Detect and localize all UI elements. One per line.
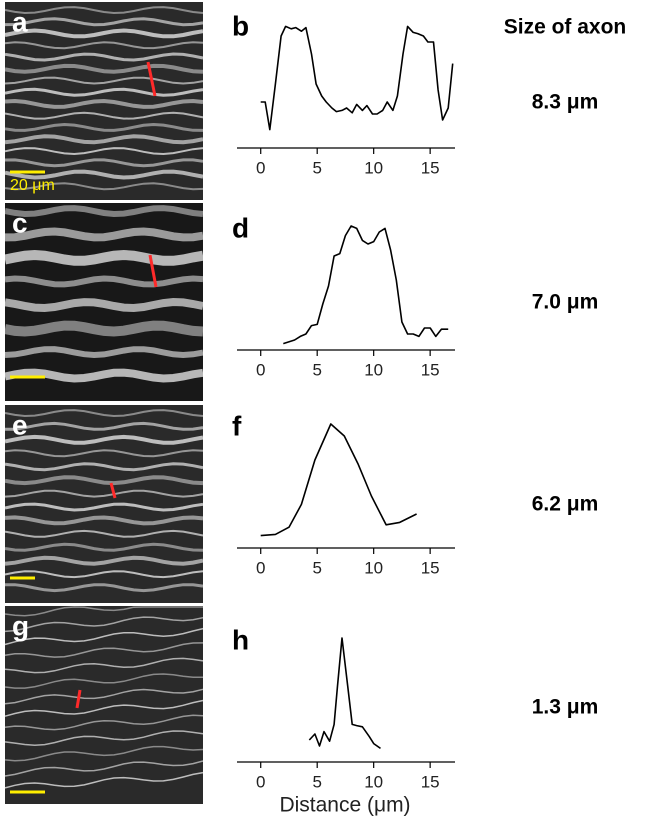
axon-stripe <box>4 111 204 120</box>
x-tick-label: 15 <box>421 772 440 791</box>
axon-size: 8.3 μm <box>532 91 599 114</box>
x-axis-label: Distance (μm) <box>279 794 410 817</box>
axon-size: 6.2 μm <box>532 493 599 516</box>
x-tick-label: 0 <box>256 558 265 577</box>
x-tick-label: 5 <box>312 158 321 177</box>
panel-letter: c <box>12 207 28 238</box>
axon-stripe <box>4 41 204 50</box>
profile-line <box>109 482 117 499</box>
axon-stripe <box>4 760 204 777</box>
profile-curve <box>308 637 381 750</box>
panel-letter: e <box>12 409 28 440</box>
chart-letter: h <box>232 624 249 655</box>
axon-stripe <box>4 583 204 593</box>
axon-stripe <box>4 489 204 498</box>
scale-bar-label: 20 μm <box>10 177 55 194</box>
axon-stripe <box>4 555 204 566</box>
x-tick-label: 10 <box>364 558 383 577</box>
axon-stripe <box>4 17 204 27</box>
x-tick-label: 15 <box>421 158 440 177</box>
axon-stripe <box>4 515 204 526</box>
axon-stripe <box>4 320 204 337</box>
axon-stripe <box>4 158 204 168</box>
panel-letter: g <box>12 610 29 641</box>
axon-stripe <box>4 182 204 191</box>
chart-letter: f <box>232 410 242 441</box>
x-tick-label: 5 <box>312 772 321 791</box>
x-tick-label: 15 <box>421 558 440 577</box>
x-tick-label: 5 <box>312 558 321 577</box>
axon-stripe <box>4 699 204 717</box>
axon-stripe <box>4 87 204 97</box>
axon-stripe <box>4 642 204 658</box>
axon-stripe <box>4 771 204 789</box>
axon-stripe <box>4 28 204 39</box>
axon-stripe <box>4 730 204 746</box>
x-tick-label: 10 <box>364 360 383 379</box>
axon-stripe <box>4 475 204 486</box>
axon-stripe <box>4 205 204 218</box>
axon-stripe <box>4 275 204 288</box>
header: Size of axon <box>504 16 627 39</box>
axon-stripe <box>4 570 204 579</box>
axon-stripe <box>4 346 204 359</box>
profile-curve <box>260 423 417 537</box>
x-tick-label: 0 <box>256 360 265 379</box>
axon-stripe <box>4 147 204 156</box>
axon-stripe <box>4 76 204 85</box>
profile-curve <box>260 25 454 131</box>
axon-stripe <box>4 449 204 458</box>
axon-stripe <box>4 502 204 512</box>
axon-stripe <box>4 657 204 674</box>
panel-letter: a <box>12 6 28 37</box>
x-tick-label: 10 <box>364 772 383 791</box>
axon-stripe <box>4 6 204 15</box>
axon-size: 1.3 μm <box>532 696 599 719</box>
axon-size: 7.0 μm <box>532 291 599 314</box>
x-tick-label: 0 <box>256 158 265 177</box>
chart-letter: d <box>232 212 249 243</box>
x-tick-label: 10 <box>364 158 383 177</box>
axon-stripe <box>4 409 204 418</box>
axon-stripe <box>4 673 203 689</box>
profile-curve <box>283 225 449 345</box>
axon-stripe <box>4 297 204 313</box>
x-tick-label: 5 <box>312 360 321 379</box>
axon-stripe <box>4 122 204 132</box>
axon-stripe <box>4 98 204 109</box>
profile-line <box>75 689 82 709</box>
axon-stripe <box>4 616 204 633</box>
axon-stripe <box>4 421 204 431</box>
axon-stripe <box>4 606 203 617</box>
axon-stripe <box>4 688 204 705</box>
axon-stripe <box>4 542 204 552</box>
x-tick-label: 0 <box>256 772 265 791</box>
chart-letter: b <box>232 10 249 41</box>
axon-stripe <box>4 63 204 74</box>
axon-stripe <box>4 462 204 472</box>
axon-stripe <box>4 169 204 180</box>
micrograph <box>5 606 203 804</box>
axon-stripe <box>4 627 204 646</box>
axon-stripe <box>4 434 204 445</box>
axon-stripe <box>4 134 204 145</box>
profile-line <box>148 254 158 288</box>
axon-stripe <box>4 52 204 62</box>
axon-stripe <box>4 227 204 242</box>
profile-line <box>146 61 157 97</box>
x-tick-label: 15 <box>421 360 440 379</box>
axon-stripe <box>4 745 204 762</box>
axon-stripe <box>4 368 204 383</box>
axon-stripe <box>4 714 204 731</box>
axon-stripe <box>4 249 204 266</box>
axon-stripe <box>4 529 204 538</box>
